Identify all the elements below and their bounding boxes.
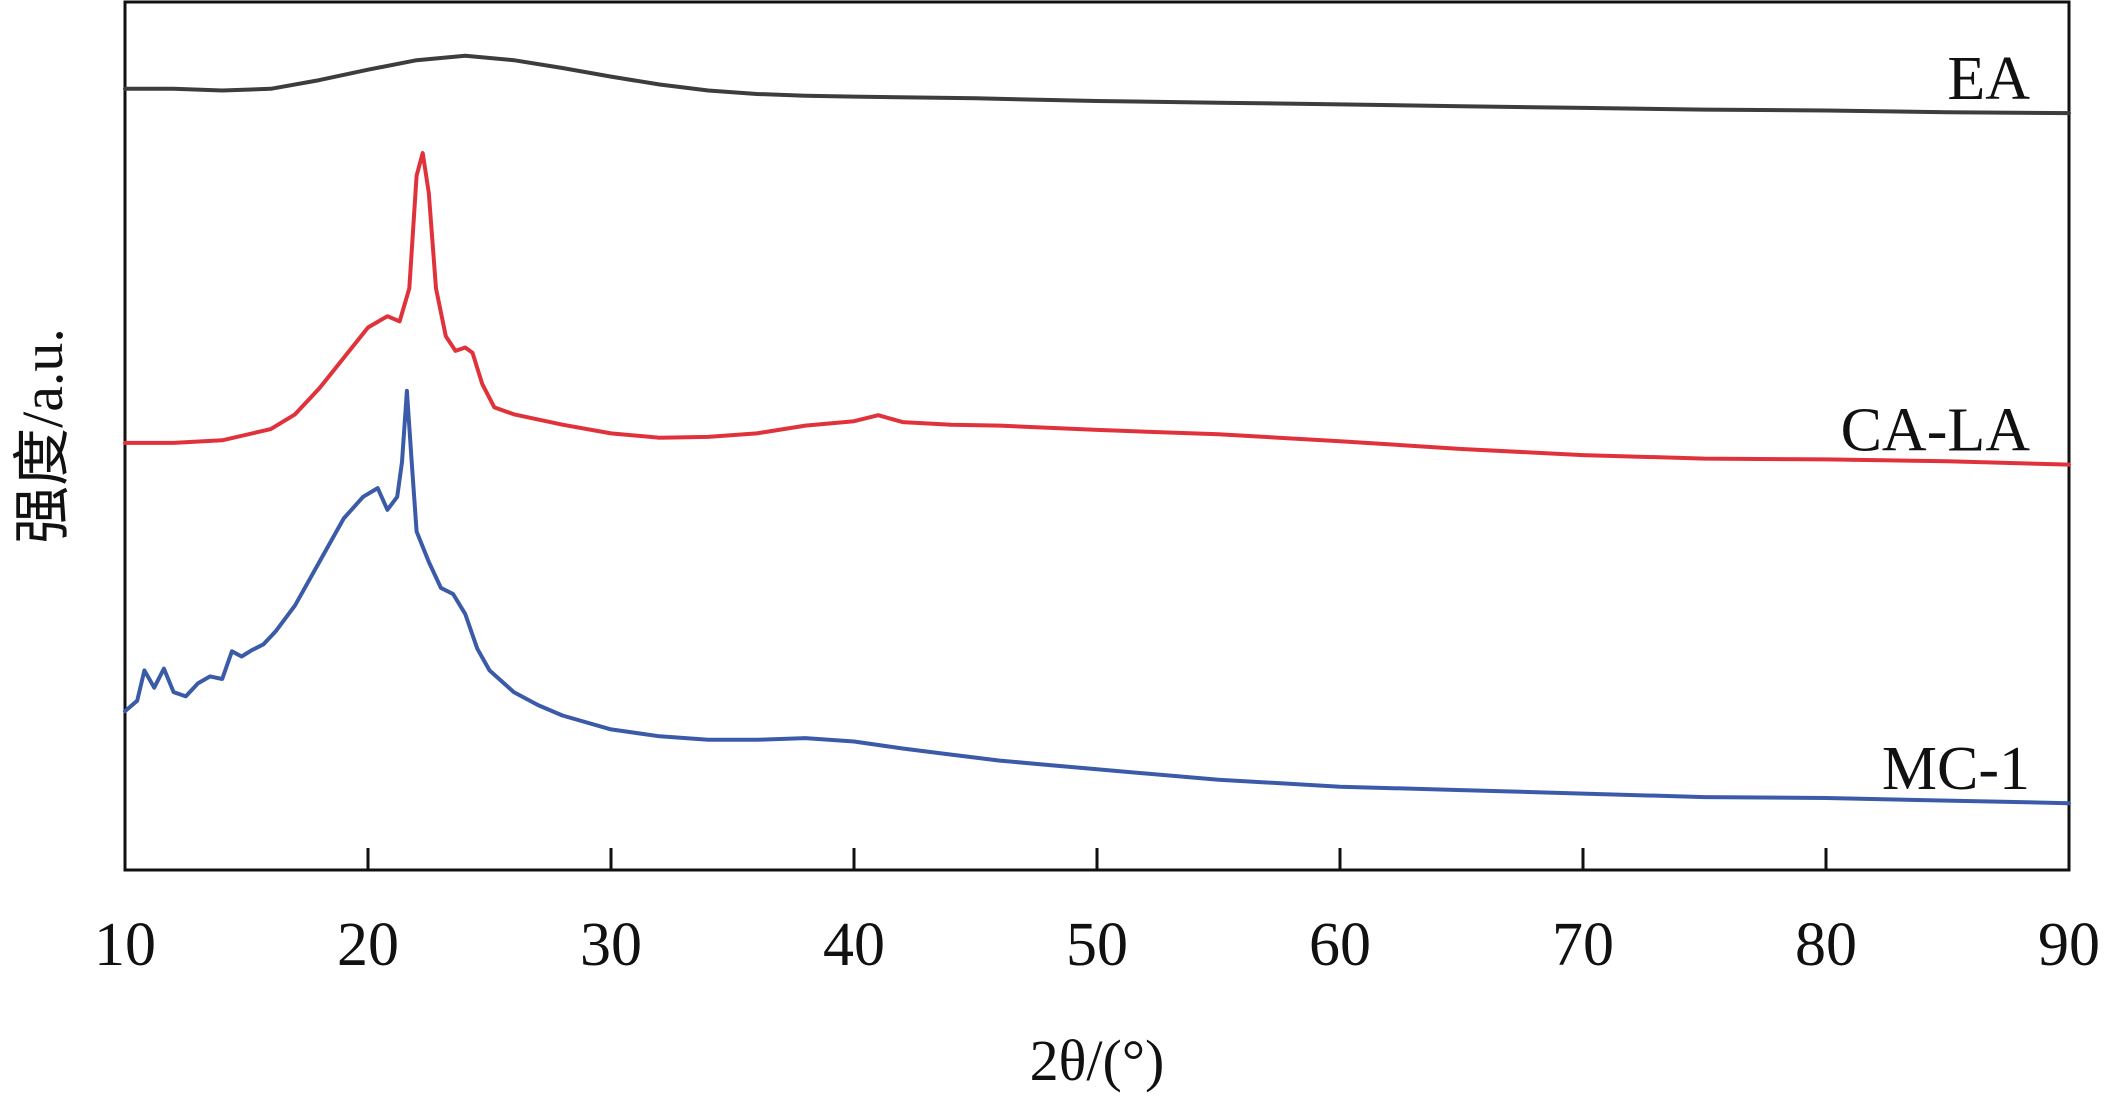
x-tick-label: 60 bbox=[1309, 911, 1371, 979]
x-tick-label: 30 bbox=[580, 911, 642, 979]
x-tick-label: 20 bbox=[337, 911, 399, 979]
series-line-ea bbox=[123, 53, 2071, 116]
x-axis-title: 2θ/(°) bbox=[1030, 1028, 1165, 1093]
series-label-ca-la: CA-LA bbox=[1841, 397, 2031, 465]
x-axis-ticks bbox=[366, 848, 1828, 870]
x-tick-label: 70 bbox=[1552, 911, 1614, 979]
series-line-ca-la bbox=[123, 151, 2071, 467]
plot-frame bbox=[123, 0, 2071, 872]
x-tick-label: 90 bbox=[2038, 911, 2100, 979]
y-axis-title: 强度/a.u. bbox=[10, 328, 75, 544]
series-labels: EA CA-LA MC-1 bbox=[1841, 45, 2031, 803]
series-label-mc-1: MC-1 bbox=[1882, 735, 2030, 803]
x-tick-label: 80 bbox=[1795, 911, 1857, 979]
x-tick-label: 10 bbox=[94, 911, 156, 979]
series-line-mc-1 bbox=[123, 388, 2071, 806]
series-lines bbox=[123, 53, 2071, 806]
series-label-ea: EA bbox=[1947, 45, 2030, 113]
plot-area-border bbox=[123, 0, 2071, 872]
x-axis-tick-labels: 10 20 30 40 50 60 70 80 90 bbox=[94, 911, 2100, 979]
x-tick-label: 40 bbox=[823, 911, 885, 979]
x-tick-label: 50 bbox=[1066, 911, 1128, 979]
